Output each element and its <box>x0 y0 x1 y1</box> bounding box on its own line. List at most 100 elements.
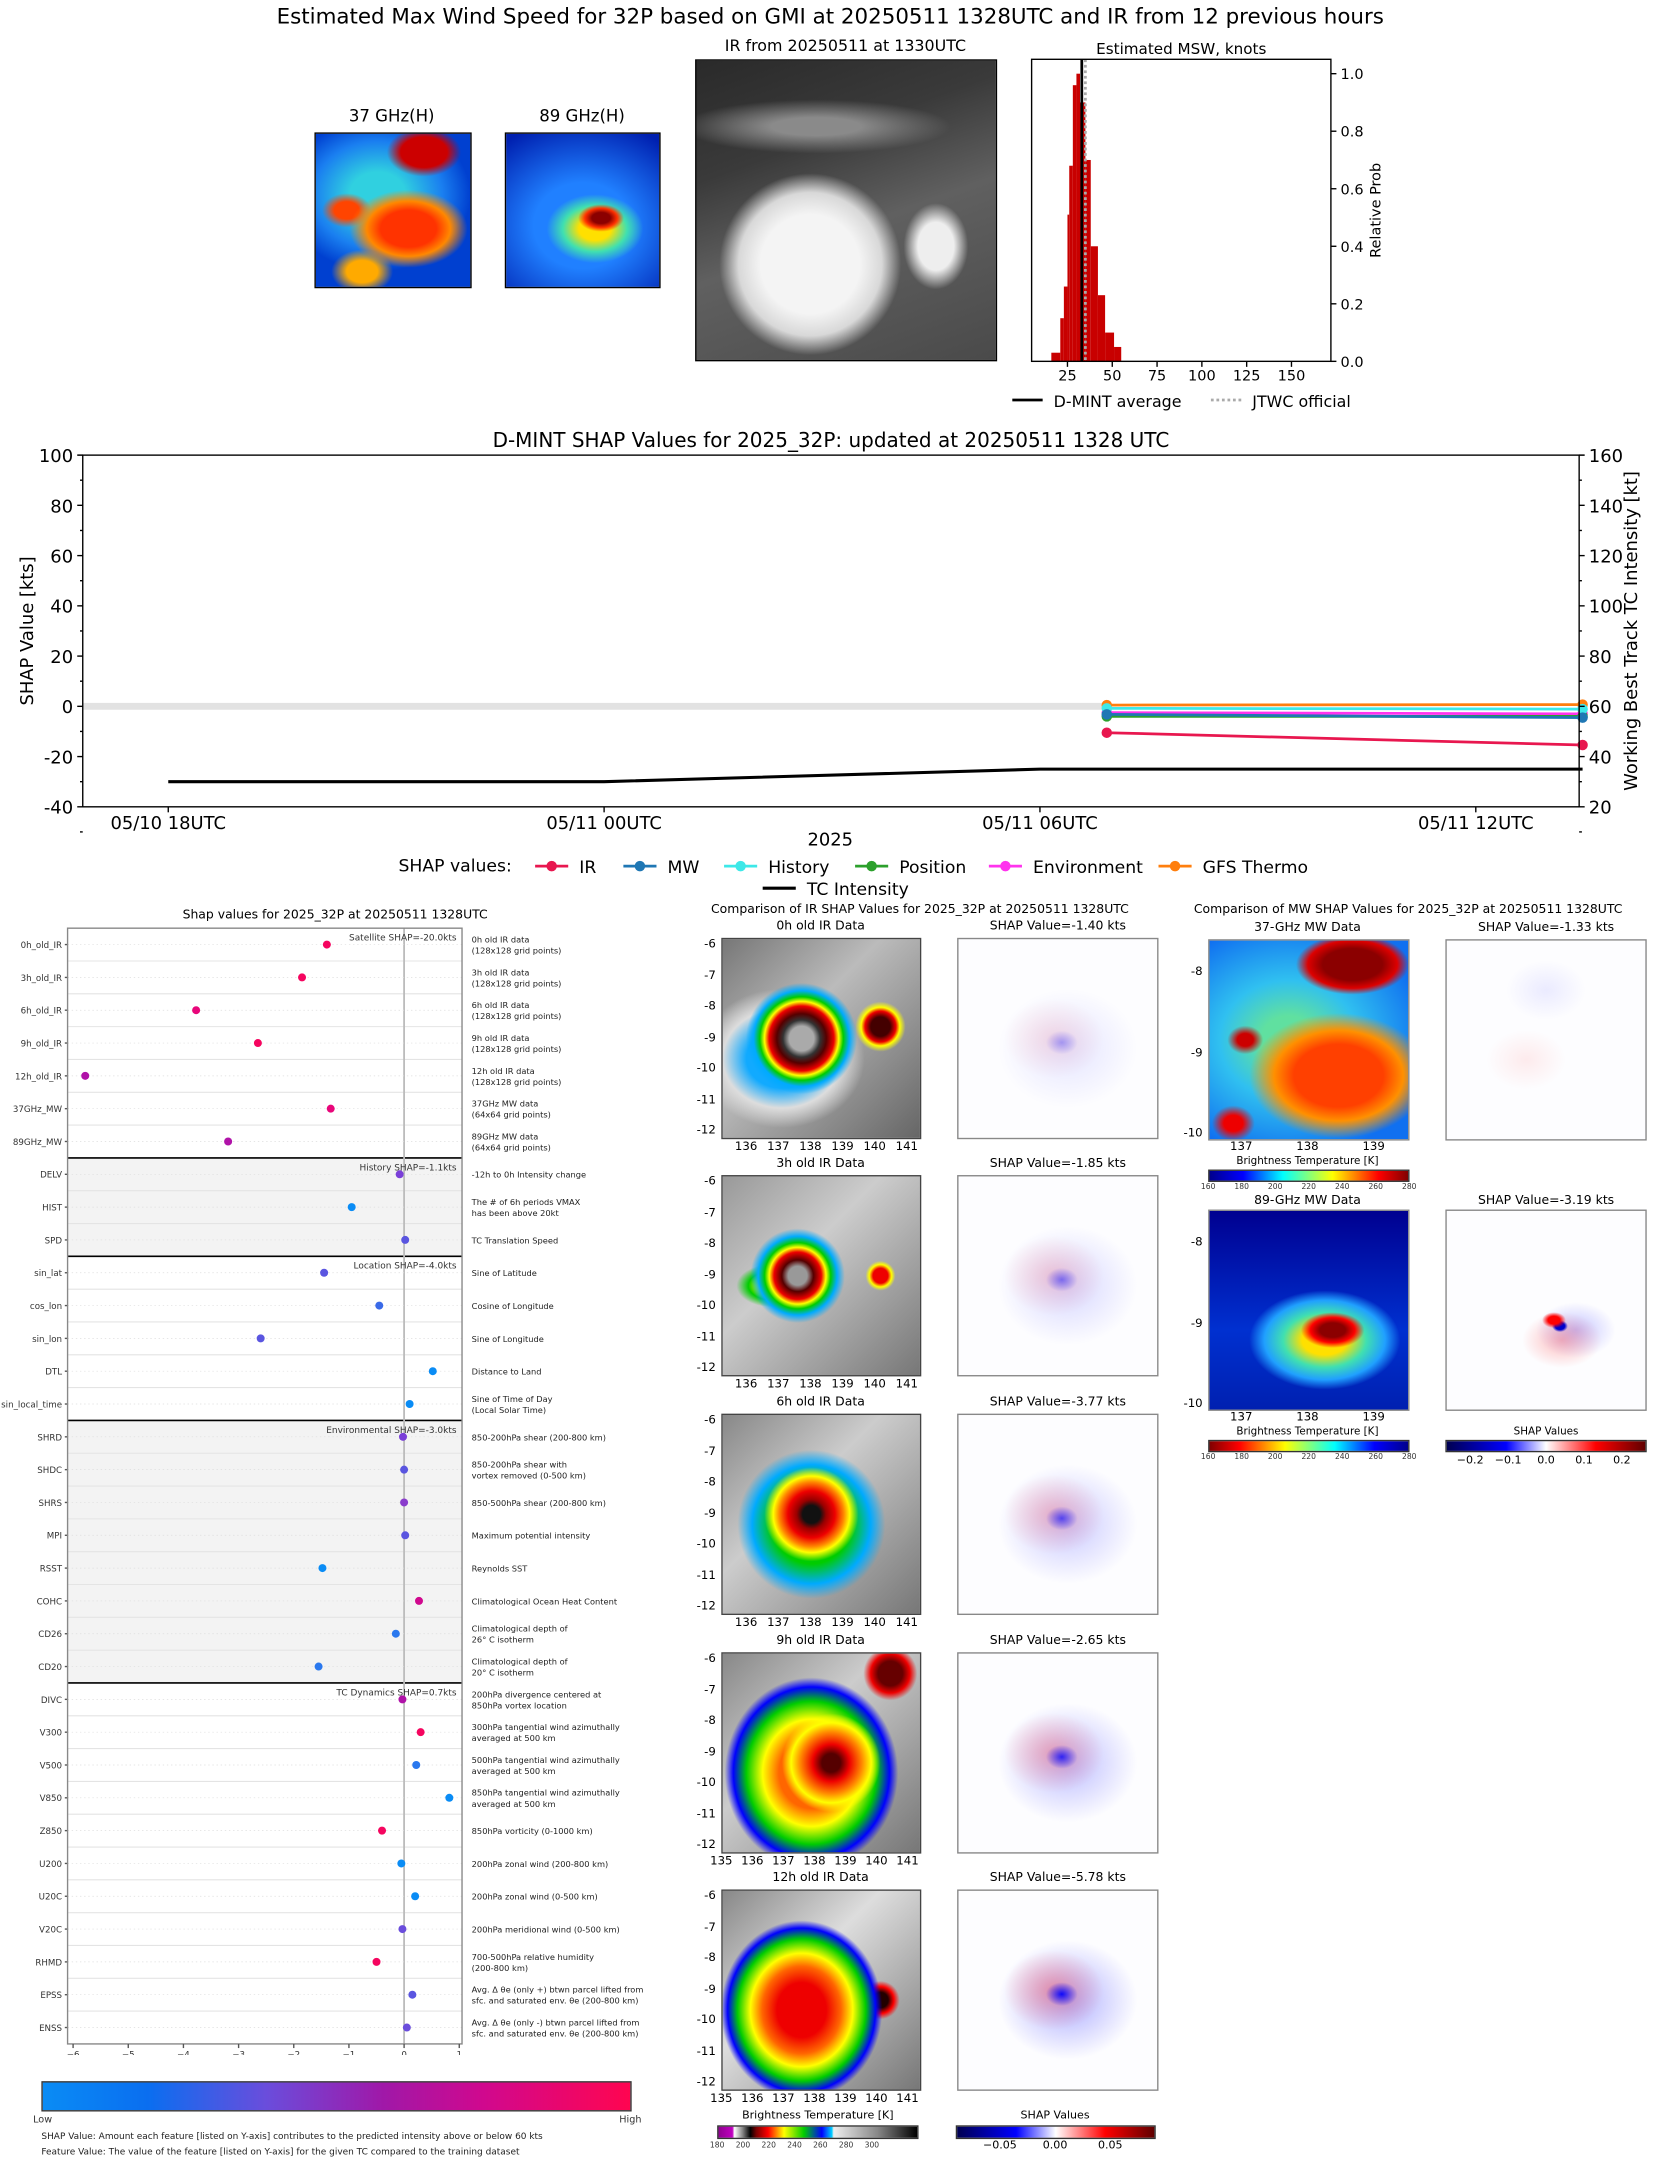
group-shap-label: Location SHAP=-4.0kts <box>354 1262 457 1272</box>
feature-description: sfc. and saturated env. θe (200-800 km) <box>472 2028 639 2038</box>
mw37-title: 37 GHz(H) <box>348 106 435 126</box>
timeline-y2tick-label: 60 <box>1589 697 1612 718</box>
legend-label-environment: Environment <box>1033 858 1143 878</box>
histogram-ytick-label: 0.8 <box>1341 125 1364 141</box>
feature-description: 850-200hPa shear with <box>472 1460 567 1470</box>
feature-description: 850hPa tangential wind azimuthally <box>472 1788 620 1798</box>
group-shap-label: History SHAP=-1.1kts <box>360 1163 457 1173</box>
ir-data-image <box>721 1652 922 1854</box>
mw-ytick-label: -9 <box>1190 1046 1203 1060</box>
series-line-mw <box>1106 712 1583 720</box>
timeline-y2tick-label: 40 <box>1589 747 1612 768</box>
mw37-shap-title: SHAP Value=-1.33 kts <box>1477 921 1615 936</box>
mw-shap-colorbar-tick: 0.1 <box>1575 1453 1593 1467</box>
feature-xtick-label: −6 <box>67 2051 80 2055</box>
ir-ytick-label: -12 <box>696 1361 716 1376</box>
histogram-ytick-label: 0.6 <box>1341 182 1364 198</box>
legend-label-history: History <box>768 858 829 878</box>
mw-shap-colorbar-tick: −0.1 <box>1494 1453 1522 1467</box>
mw-bt-colorbar-tick: 180 <box>1234 1183 1249 1192</box>
feature-shap-point <box>398 1432 407 1441</box>
timeline-y2label: Working Best Track TC Intensity [kt] <box>1621 471 1642 791</box>
ir-ytick-label: -11 <box>696 1092 716 1107</box>
ir-xtick-label: 139 <box>834 2092 857 2106</box>
ir-ytick-label: -12 <box>696 1838 716 1853</box>
timeline-ytick-label: -20 <box>44 747 73 768</box>
ir-xtick-label: 141 <box>896 1854 919 1869</box>
mw-bt-colorbar-tick: 260 <box>1368 1183 1383 1192</box>
ir-image <box>695 59 998 362</box>
mw37-bt-colorbar <box>1208 1169 1410 1182</box>
feature-shap-point <box>400 1498 409 1507</box>
timeline-ytick-label: 20 <box>50 647 73 668</box>
feature-name-label: SPD <box>45 1236 63 1246</box>
timeline-y2tick-label: 80 <box>1589 647 1612 668</box>
ir-panel-title: 3h old IR Data <box>776 1157 865 1171</box>
feature-name-label: MPI <box>47 1532 62 1542</box>
ir-xtick-label: 141 <box>895 1377 918 1392</box>
feature-shap-point <box>253 1039 262 1048</box>
feature-description: 26° C isotherm <box>472 1635 534 1645</box>
histogram-bar <box>1060 318 1064 362</box>
ir-ytick-label: -11 <box>696 1330 716 1345</box>
feature-description: 850-500hPa shear (200-800 km) <box>472 1498 606 1508</box>
ir-ytick-label: -6 <box>704 1413 716 1428</box>
ir-xtick-label: 137 <box>767 1377 790 1392</box>
legend-label-gfs-thermo: GFS Thermo <box>1203 858 1308 878</box>
histogram-xtick-label: 125 <box>1233 369 1261 385</box>
series-line-environment <box>1106 711 1583 716</box>
feature-description: The # of 6h periods VMAX <box>471 1197 581 1207</box>
feature-description: 300hPa tangential wind azimuthally <box>472 1722 620 1732</box>
feature-name-label: DTL <box>45 1368 62 1378</box>
feature-xtick-label: −2 <box>287 2051 300 2055</box>
feature-xtick-label: −4 <box>177 2051 190 2055</box>
feature-description: 850hPa vorticity (0-1000 km) <box>472 1826 593 1836</box>
mw-shap-colorbar <box>1445 1439 1647 1453</box>
ir-xtick-label: 140 <box>865 2092 888 2106</box>
feature-name-label: sin_local_time <box>1 1400 62 1410</box>
feature-shap-point <box>391 1629 400 1638</box>
mw37-data-image <box>1208 939 1410 1141</box>
ir-ytick-label: -8 <box>704 1714 716 1729</box>
timeline-y2tick-label: 20 <box>1589 798 1612 819</box>
feature-description: averaged at 500 km <box>472 1733 556 1743</box>
histogram-xtick-label: 150 <box>1278 369 1306 385</box>
feature-name-label: CD26 <box>38 1630 62 1640</box>
ir-xtick-label: 138 <box>803 1854 826 1869</box>
mw-ytick-label: -9 <box>1190 1316 1203 1331</box>
feature-shap-point <box>398 1925 407 1934</box>
ir-bt-colorbar <box>717 2125 919 2140</box>
feature-name-label: 89GHz_MW <box>13 1138 63 1148</box>
ir-shap-colorbar-tick: 0.00 <box>1042 2139 1068 2152</box>
group-shap-label: Environmental SHAP=-3.0kts <box>326 1426 457 1436</box>
mw37-data-title: 37-GHz MW Data <box>1254 921 1361 936</box>
ir-panel-title: 9h old IR Data <box>776 1634 865 1649</box>
ir-xtick-label: 140 <box>865 1854 888 1869</box>
ir-xtick-label: 135 <box>710 2092 733 2106</box>
shap-value-note: SHAP Value: Amount each feature [listed … <box>41 2130 543 2142</box>
ir-ytick-label: -9 <box>704 1030 716 1045</box>
ir-panel-title: 12h old IR Data <box>772 1871 869 1886</box>
feature-plot-axes <box>66 927 463 2045</box>
feature-description: 850hPa vortex location <box>472 1700 567 1710</box>
ir-xtick-label: 135 <box>710 1854 733 1869</box>
feature-shap-point <box>401 1235 410 1244</box>
timeline-ytick-label: 0 <box>62 697 73 718</box>
ir-xtick-label: 138 <box>799 1616 822 1631</box>
ir-ytick-label: -7 <box>704 1683 716 1698</box>
shap-timeline-chart: D-MINT SHAP Values for 2025_32P: updated… <box>17 428 1642 900</box>
feature-name-label: V300 <box>40 1729 62 1739</box>
group-shap-label: Satellite SHAP=-20.0kts <box>349 934 457 944</box>
histogram-bar <box>1072 85 1077 362</box>
feature-description: (128x128 grid points) <box>472 978 562 988</box>
mw-shap-colorbar-tick: 0.0 <box>1537 1453 1555 1467</box>
histogram-bar <box>1085 159 1091 362</box>
group-shap-label: TC Dynamics SHAP=0.7kts <box>335 1688 456 1698</box>
feature-description: -12h to 0h Intensity change <box>472 1170 586 1180</box>
ir-ytick-label: -11 <box>696 2044 716 2059</box>
feature-name-label: DELV <box>40 1171 62 1181</box>
ir-ytick-label: -12 <box>696 1599 716 1614</box>
feature-description: 0h old IR data <box>472 935 530 945</box>
ir-ytick-label: -7 <box>704 1206 716 1220</box>
